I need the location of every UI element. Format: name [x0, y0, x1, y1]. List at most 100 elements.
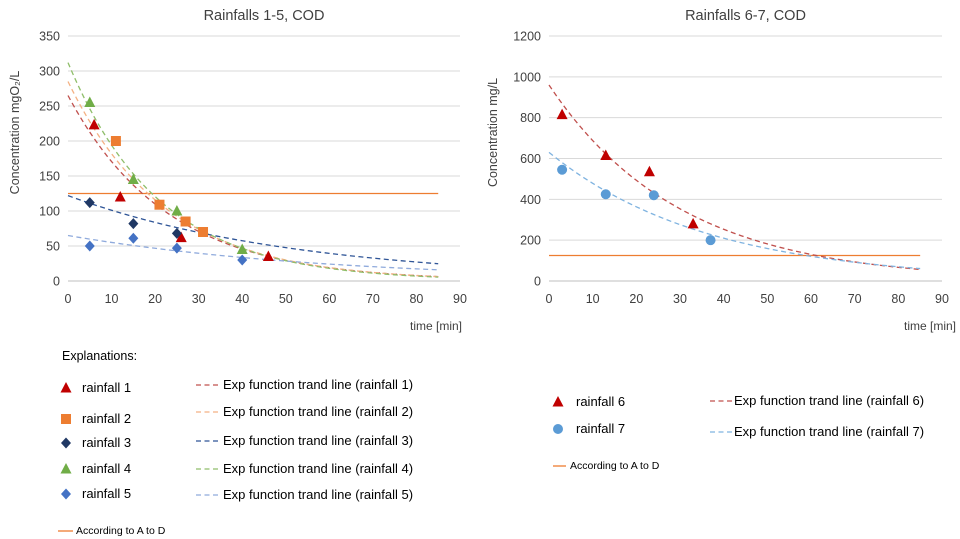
- x-tick-label: 30: [673, 292, 687, 306]
- chart-1: 0 50 100 150 200 250 300 350 0 10 20 30 40 50 60 70 80 90…: [8, 8, 467, 537]
- data-point: [643, 165, 655, 177]
- x-tick-label: 80: [891, 292, 905, 306]
- data-point: [171, 242, 182, 254]
- data-point: [175, 231, 187, 243]
- x-tick-label: 90: [935, 292, 949, 306]
- y-tick-label: 50: [46, 240, 60, 254]
- chart-title: Rainfalls 6-7, COD: [685, 8, 806, 24]
- data-point: [171, 205, 183, 216]
- legend-item-label: rainfall 4: [82, 461, 131, 476]
- trend-line: [548, 84, 921, 271]
- legend-item-label: rainfall 2: [82, 411, 131, 426]
- series-5-points: [84, 232, 248, 266]
- legend-item-label: rainfall 1: [82, 380, 131, 395]
- legend-marker: [552, 396, 564, 407]
- data-point: [556, 108, 568, 120]
- series-1-points: [88, 118, 274, 261]
- y-tick-label: 1200: [513, 30, 541, 44]
- gridlines: [549, 35, 942, 241]
- x-tick-label: 0: [65, 292, 72, 306]
- y-tick-label: 0: [53, 275, 60, 289]
- x-axis-label: time [min]: [904, 319, 956, 333]
- data-point: [128, 232, 139, 244]
- data-point: [198, 227, 209, 237]
- legend-trend-label: Exp function trand line (rainfall 4): [223, 461, 413, 476]
- x-tick-label: 40: [717, 292, 731, 306]
- y-tick-label: 1000: [513, 70, 541, 84]
- legend-marker: [61, 414, 71, 424]
- legend-title: Explanations:: [62, 349, 137, 363]
- chart-title: Rainfalls 1-5, COD: [204, 8, 325, 24]
- chart-2: 0 200 400 600 800 1000 1200 0 10 20 30 40 50 60 70 80 90…: [486, 8, 956, 472]
- data-point: [128, 218, 139, 230]
- x-tick-label: 10: [105, 292, 119, 306]
- series-4-points: [84, 96, 248, 254]
- legend: Explanations: rainfall 1 Exp function tran…: [58, 349, 413, 537]
- x-tick-label: 0: [546, 292, 553, 306]
- x-tick-label: 90: [453, 292, 467, 306]
- data-point: [84, 240, 95, 252]
- legend-trend-label: Exp function trand line (rainfall 5): [223, 487, 413, 502]
- x-tick-label: 40: [235, 292, 249, 306]
- x-tick-label: 60: [322, 292, 336, 306]
- data-point: [171, 227, 182, 239]
- trend-line: [67, 81, 439, 278]
- legend-marker: [553, 424, 563, 434]
- y-tick-label: 200: [520, 234, 541, 248]
- y-axis-label: Concentration mg/L: [486, 78, 500, 187]
- legend-trend-label: Exp function trand line (rainfall 1): [223, 377, 413, 392]
- data-point: [180, 216, 191, 227]
- x-tick-label: 60: [804, 292, 818, 306]
- data-point: [262, 250, 274, 261]
- y-tick-label: 350: [39, 30, 60, 44]
- x-tick-label: 70: [848, 292, 862, 306]
- legend-trend-label: Exp function trand line (rainfall 2): [223, 404, 413, 419]
- data-point: [84, 96, 96, 107]
- data-point: [236, 243, 248, 254]
- trend-line: [67, 62, 439, 278]
- legend-marker: [61, 437, 71, 449]
- x-axis-label: time [min]: [410, 319, 462, 333]
- legend-marker: [61, 488, 71, 500]
- y-tick-label: 400: [520, 193, 541, 207]
- legend-reference-label: According to A to D: [76, 525, 166, 537]
- data-point: [237, 254, 248, 266]
- data-point: [687, 217, 699, 229]
- series-2-points: [110, 136, 209, 237]
- y-axis-label: Concentration mgO₂/L: [8, 71, 22, 195]
- data-point: [154, 199, 165, 210]
- x-tick-label: 20: [629, 292, 643, 306]
- x-tick-label: 80: [409, 292, 423, 306]
- y-tick-label: 800: [520, 111, 541, 125]
- legend-reference-label: According to A to D: [570, 460, 660, 472]
- legend-item-label: rainfall 5: [82, 486, 131, 501]
- data-point: [557, 164, 568, 175]
- data-point: [127, 173, 139, 184]
- legend-marker: [60, 382, 72, 393]
- data-point: [114, 191, 126, 202]
- x-tick-label: 20: [148, 292, 162, 306]
- legend-trend-label: Exp function trand line (rainfall 6): [734, 393, 924, 408]
- x-tick-label: 50: [760, 292, 774, 306]
- trend-line: [67, 234, 439, 271]
- trend-line: [67, 95, 439, 278]
- legend-trend-label: Exp function trand line (rainfall 3): [223, 433, 413, 448]
- y-tick-label: 100: [39, 205, 60, 219]
- x-tick-label: 10: [586, 292, 600, 306]
- data-point: [600, 189, 611, 200]
- x-tick-label: 30: [192, 292, 206, 306]
- legend: rainfall 6 Exp function trand line (rainf…: [552, 393, 924, 472]
- trend-line: [548, 151, 921, 270]
- series-3-points: [84, 197, 182, 239]
- y-tick-label: 200: [39, 135, 60, 149]
- data-point: [88, 118, 100, 130]
- legend-item-label: rainfall 7: [576, 421, 625, 436]
- series-1-points: [556, 108, 699, 229]
- y-tick-label: 150: [39, 170, 60, 184]
- legend-trend-label: Exp function trand line (rainfall 7): [734, 424, 924, 439]
- data-point: [705, 235, 716, 246]
- data-point: [648, 190, 659, 201]
- x-tick-label: 50: [279, 292, 293, 306]
- data-point: [110, 136, 121, 146]
